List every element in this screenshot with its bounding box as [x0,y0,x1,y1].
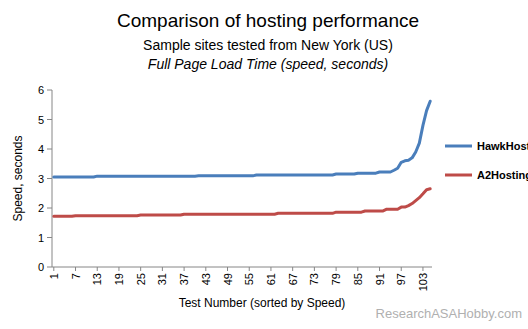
x-tick-label: 7 [70,273,82,279]
x-tick-label: 103 [417,273,429,291]
series-line [54,189,430,216]
chart: Comparison of hosting performance Sample … [0,0,528,329]
y-tick-label: 5 [38,114,44,126]
x-tick-label: 67 [287,273,299,285]
x-tick [162,267,163,271]
title: Comparison of hosting performance [117,10,419,31]
x-tick-label: 85 [352,273,364,285]
x-tick [401,267,402,271]
series-line [54,101,430,177]
y-tick [47,90,52,91]
background [0,0,528,329]
y-tick [47,237,52,238]
x-tick [314,267,315,271]
y-tick-label: 1 [38,232,44,244]
plot-area [54,101,430,216]
x-tick [336,267,337,271]
y-tick-label: 6 [38,84,44,96]
legend-swatch [445,174,472,177]
y-axis-label: Speed, seconds [11,135,25,221]
x-tick [357,267,358,271]
y-tick [47,149,52,150]
x-tick [379,267,380,271]
x-tick [184,267,185,271]
x-axis [52,267,432,268]
x-tick-label: 43 [200,273,212,285]
y-tick [47,119,52,120]
x-tick-label: 37 [178,273,190,285]
y-tick-label: 4 [38,143,44,155]
x-tick [270,267,271,271]
y-tick-label: 3 [38,173,44,185]
subtitle: Sample sites tested from New York (US) [143,37,393,53]
x-tick [53,267,54,271]
x-tick-label: 91 [374,273,386,285]
x-tick-label: 73 [308,273,320,285]
x-axis-label: Test Number (sorted by Speed) [179,296,346,310]
x-tick [227,267,228,271]
x-tick-label: 1 [48,273,60,279]
x-tick-label: 19 [113,273,125,285]
x-tick-label: 79 [330,273,342,285]
x-tick-label: 49 [222,273,234,285]
x-tick-label: 55 [243,273,255,285]
legend-swatch [445,145,472,148]
x-tick [249,267,250,271]
x-tick [118,267,119,271]
x-tick-label: 97 [395,273,407,285]
y-tick-label: 0 [38,261,44,273]
x-tick [97,267,98,271]
y-tick [47,267,52,268]
y-tick-label: 2 [38,202,44,214]
x-tick-label: 31 [156,273,168,285]
x-tick-label: 13 [91,273,103,285]
x-tick [422,267,423,271]
y-tick [47,208,52,209]
x-tick [205,267,206,271]
y-tick [47,178,52,179]
x-tick [292,267,293,271]
legend-label: HawkHost [477,140,528,152]
x-tick [75,267,76,271]
x-tick [140,267,141,271]
x-tick-label: 61 [265,273,277,285]
legend-label: A2Hosting [477,169,528,181]
x-tick-label: 25 [135,273,147,285]
subtitle: Full Page Load Time (speed, seconds) [148,56,388,72]
watermark: ResearchASAHobby.com [376,306,522,321]
